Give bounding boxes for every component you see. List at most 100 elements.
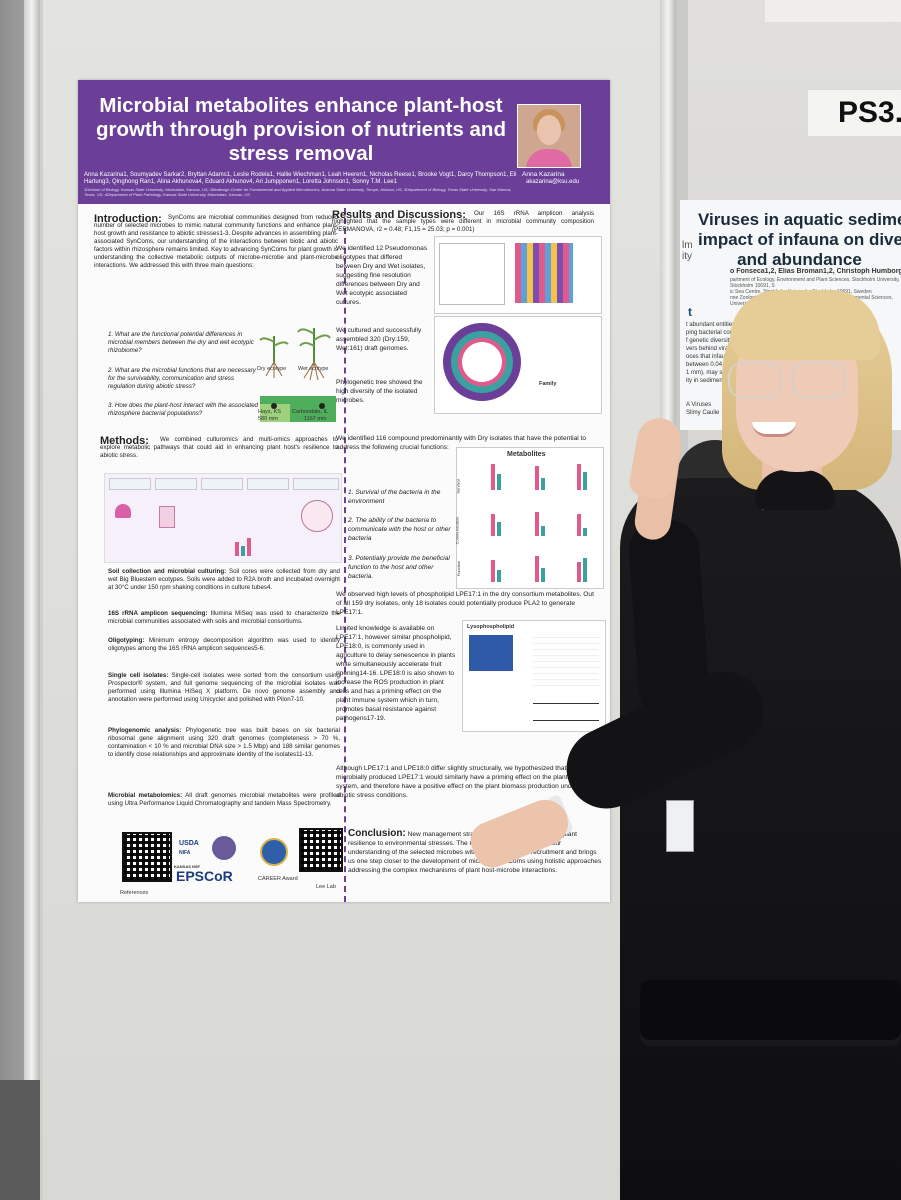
dry-ecotype-label: Dry ecotype — [257, 366, 287, 372]
board-pole-left — [24, 0, 40, 1200]
metabolite-bar — [535, 512, 539, 536]
map-dry-region — [260, 404, 290, 422]
metabolites-title: Metabolites — [507, 451, 546, 458]
references-label: References — [120, 890, 149, 896]
workflow-step — [247, 478, 289, 490]
qr-code — [122, 832, 172, 882]
genome-result: We cultured and successfully assembled 3… — [336, 327, 422, 352]
phylogenetic-tree-figure: Family — [434, 316, 602, 414]
oligo-heading: Oligotyping: — [108, 637, 145, 644]
metabolite-bar — [535, 466, 539, 490]
conclusion-heading: Conclusion: — [348, 828, 406, 839]
phylo-body: Phylogenetic tree was built bases on six… — [108, 727, 340, 758]
neighbor-title-line-3: and abundance — [737, 250, 862, 269]
lpe-result: We observed high levels of phospholipid … — [336, 591, 594, 616]
neighbor-side-line-1: lm — [682, 240, 693, 251]
pla2-table — [533, 633, 599, 691]
hays-precip: 580 mm — [258, 416, 278, 422]
lab-label: Lee Lab — [316, 884, 336, 890]
amplicon-figure — [434, 236, 602, 314]
ordination-plot — [439, 243, 505, 305]
presenter-collar — [755, 470, 835, 510]
metabolomics-heading: Microbial metabolomics: — [108, 792, 183, 799]
wet-plant-roots — [303, 361, 325, 381]
question-3: 3. How does the plant-host interact with… — [108, 402, 258, 417]
methods-heading: Methods: — [100, 435, 149, 447]
dry-plant-leaves — [259, 337, 289, 347]
carbondale-pin-icon — [319, 403, 325, 409]
amplicon-heading: 16S rRNA amplicon sequencing: — [108, 610, 208, 617]
workflow-step — [293, 478, 339, 490]
author-list: Anna Kazarina1, Soumyadev Sarkar2, Brytt… — [84, 172, 517, 185]
carbondale-precip: 1167 mm — [304, 416, 327, 422]
ceiling — [765, 0, 901, 22]
kansas-nsf-text: KANSAS NSF — [174, 864, 201, 869]
neighbor-side-line-2: ity — [682, 251, 692, 262]
workflow-step — [155, 478, 197, 490]
qr-code-2 — [299, 828, 343, 872]
column-divider — [344, 208, 346, 902]
workflow-bar — [247, 538, 251, 556]
family-legend-title: Family — [539, 381, 557, 387]
single-cell-paragraph: Single cell isolates: Single-cell isolat… — [108, 672, 340, 704]
nifa-logo: NIFA — [179, 850, 191, 856]
career-award-text: CAREER Award — [258, 876, 298, 882]
metabolite-bar — [583, 528, 587, 536]
lpe-knowledge: Limited knowledge is available on LPE17:… — [336, 625, 456, 722]
metabolite-bar — [541, 568, 545, 582]
metabolite-bar — [541, 526, 545, 536]
oligotype-result: We identified 12 Pseudomonas oligotypes … — [336, 245, 428, 306]
question-1: 1. What are the functional potential dif… — [108, 331, 254, 354]
function-2: 2. The ability of the bacteria to commun… — [348, 517, 451, 542]
neighbor-fragment: vers behind viral comm — [686, 346, 748, 352]
presenter-name: Anna Kazarina — [522, 171, 565, 178]
workflow-step — [201, 478, 243, 490]
name-badge — [666, 800, 694, 852]
lpe-heatmap — [469, 635, 513, 671]
neighbor-fragment: A Viruses — [686, 402, 712, 408]
floor — [0, 1080, 40, 1200]
presenter-smile — [752, 422, 796, 437]
metabolite-bar — [583, 558, 587, 582]
metabolite-bar — [535, 556, 539, 582]
metabolite-bar — [577, 562, 581, 582]
metabolites-figure: Metabolites Survival Communication Funct… — [454, 447, 604, 589]
neighbor-fragment: Slimy Caulie — [686, 410, 720, 416]
compound-result: We identified 116 compound predominantly… — [336, 435, 587, 451]
phylo-heading: Phylogenomic analysis: — [108, 727, 182, 734]
workflow-bar — [241, 546, 245, 556]
phylotree-result: Phylogenetic tree showed the high divers… — [336, 379, 423, 404]
amplicon-paragraph: 16S rRNA amplicon sequencing: Illumina M… — [108, 610, 340, 626]
metabolite-bar — [541, 478, 545, 490]
methods-body: We combined culturomics and multi-omics … — [100, 436, 338, 459]
poster-title: Microbial metabolites enhance plant-host… — [96, 94, 506, 165]
neighbor-authors: o Fonseca1,2, Elias Broman1,2, Christoph… — [730, 268, 901, 275]
workflow-bar — [235, 542, 239, 556]
neighbor-poster-title: Viruses in aquatic sedime impact of infa… — [698, 210, 901, 270]
presenter-photo — [517, 104, 581, 168]
presenter-bangs — [730, 290, 880, 360]
chromatogram — [533, 703, 599, 721]
wet-plant-leaves — [297, 328, 331, 347]
soil-body: Soil cores were collected from dry and w… — [108, 568, 341, 591]
metabolite-bar — [583, 472, 587, 490]
metabolite-bar — [497, 522, 501, 536]
function-axis: Function — [456, 560, 462, 577]
metabolite-bar — [491, 464, 495, 490]
presenter-email: akazarina@ksu.edu — [526, 179, 580, 185]
photo-shirt — [526, 149, 572, 167]
hays-pin-icon — [271, 403, 277, 409]
circular-tree — [443, 323, 521, 401]
neighbor-side-text: lm ity — [682, 240, 722, 262]
neighbor-title-line-1: Viruses in aquatic sedime — [698, 210, 901, 229]
neighbor-fragment: between 0.04 mm and — [686, 362, 746, 368]
metabolite-bar — [491, 514, 495, 536]
research-poster: Microbial metabolites enhance plant-host… — [78, 80, 610, 902]
lysophospholipid-label: Lysophospholipid — [467, 624, 515, 630]
petri-dish-icon — [301, 500, 333, 532]
dry-plant-roots — [265, 361, 283, 378]
photo-face — [537, 115, 561, 145]
nsf-logo — [260, 838, 288, 866]
culture-tube-icon — [159, 506, 175, 528]
session-card — [808, 90, 901, 136]
